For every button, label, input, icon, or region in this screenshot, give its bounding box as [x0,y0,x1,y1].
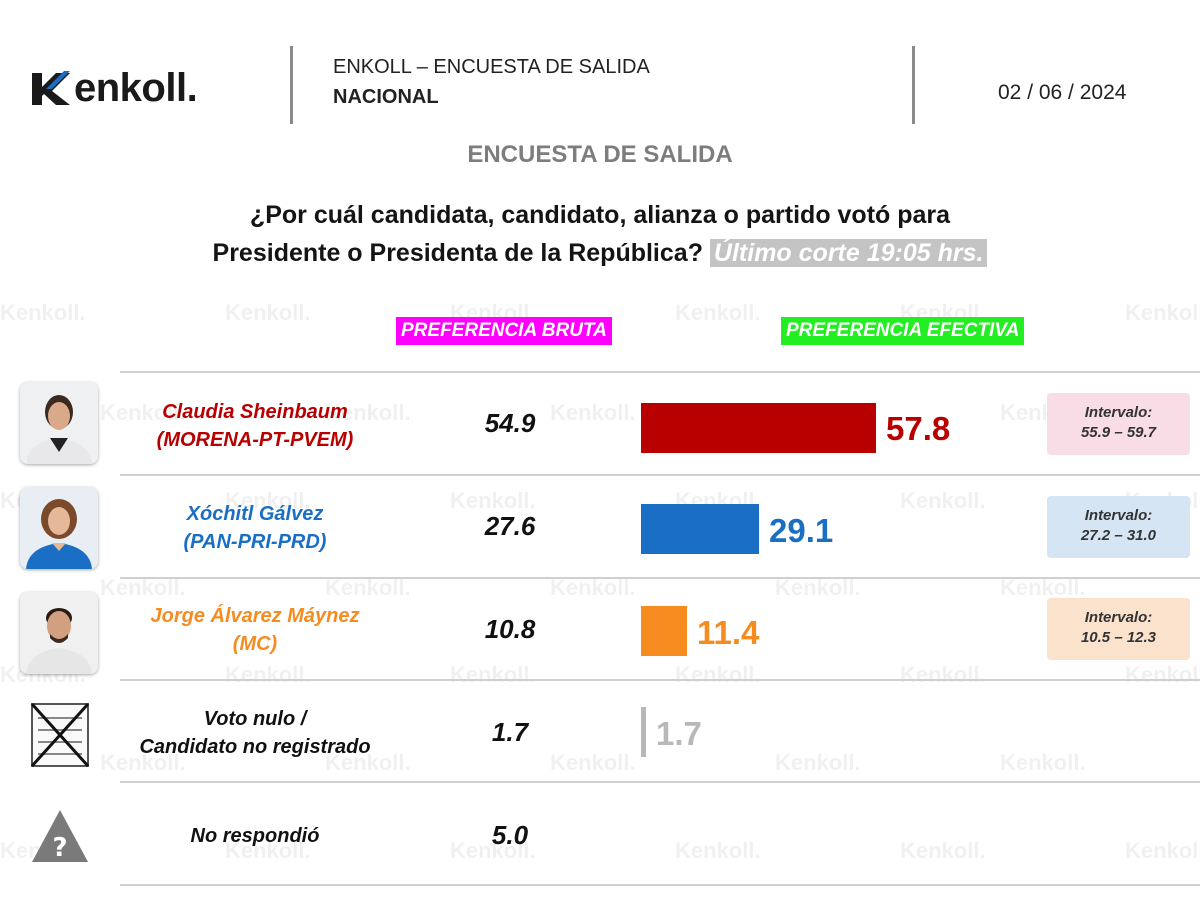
interval-label: Intervalo: [1084,609,1153,626]
jorge-alvarez-maynez-photo [20,592,98,674]
enkoll-k-mark-icon [32,71,70,105]
candidate-name-galvez: Xóchitl Gálvez (PAN-PRI-PRD) [105,500,405,556]
efectiva-value: 57.8 [886,410,951,447]
cut-time-badge: Último corte 19:05 hrs. [709,239,988,267]
portrait-icon [20,382,98,464]
xochitl-galvez-photo [20,487,98,569]
column-header-efectiva: PREFERENCIA EFECTIVA [781,317,1025,345]
candidate-party: Candidato no registrado [139,736,371,758]
watermark-tile: Kenkoll. [1125,662,1200,687]
column-header-bruta: PREFERENCIA BRUTA [396,317,612,345]
watermark-tile: Kenkoll. [0,300,86,325]
bruta-value: 10.8 [484,614,536,644]
question-text: ¿Por cuál candidata, candidato, alianza … [120,196,1080,272]
interval-label: Intervalo: [1084,507,1153,524]
header-title: ENKOLL – ENCUESTA DE SALIDA [333,56,650,78]
interval-box: Intervalo: 10.5 – 12.3 [1047,598,1190,660]
row-separator [120,679,1200,681]
no-respondio-label: No respondió [105,822,405,850]
watermark-tile: Kenkoll. [900,488,986,513]
interval-box: Intervalo: 55.9 – 59.7 [1047,393,1190,455]
svg-text:?: ? [52,833,67,863]
row-separator [120,577,1200,579]
bruta-value: 5.0 [491,820,529,850]
efectiva-bar [641,403,876,453]
row-separator [120,781,1200,783]
voto-nulo-label: Voto nulo / Candidato no registrado [105,705,405,761]
watermark-tile: Kenkoll. [550,750,636,775]
watermark-tile: Kenkoll. [225,300,311,325]
survey-title: ENCUESTA DE SALIDA [467,141,733,168]
watermark-tile: Kenkoll. [1125,838,1200,863]
claudia-sheinbaum-photo [20,382,98,464]
watermark-tile: Kenkoll. [675,662,761,687]
enkoll-logo: enkoll. [30,60,198,116]
candidate-name: No respondió [190,825,320,847]
header-divider [290,46,293,124]
bruta-value: 54.9 [484,408,536,438]
candidate-party: (PAN-PRI-PRD) [183,531,327,553]
candidate-name-maynez: Jorge Álvarez Máynez (MC) [105,602,405,658]
row-separator [120,474,1200,476]
question-warning-icon: ? [32,810,88,863]
portrait-icon [20,487,98,569]
interval-range: 27.2 – 31.0 [1080,527,1157,544]
watermark-tile: Kenkoll. [1000,750,1086,775]
efectiva-value: 11.4 [697,614,760,651]
bruta-value: 1.7 [491,717,529,747]
portrait-icon [20,592,98,674]
candidate-party: (MC) [232,633,278,655]
question-line-1: ¿Por cuál candidata, candidato, alianza … [249,201,951,229]
watermark-tile: Kenkoll. [450,662,536,687]
interval-range: 10.5 – 12.3 [1080,629,1157,646]
crossed-ballot-icon [30,702,90,768]
watermark-tile: Kenkoll. [900,662,986,687]
efectiva-value: 1.7 [656,715,702,752]
watermark-tile: Kenkoll. [675,300,761,325]
candidate-name-sheinbaum: Claudia Sheinbaum (MORENA-PT-PVEM) [105,398,405,454]
efectiva-bar [641,707,646,757]
header-divider [912,46,915,124]
watermark-tile: Kenkoll. [900,838,986,863]
candidate-party: (MORENA-PT-PVEM) [156,429,354,451]
question-line-2: Presidente o Presidenta de la República? [212,239,703,267]
interval-box: Intervalo: 27.2 – 31.0 [1047,496,1190,558]
candidate-name: Xóchitl Gálvez [186,503,324,525]
interval-label: Intervalo: [1084,404,1153,421]
efectiva-bar [641,606,687,656]
efectiva-bar [641,504,759,554]
row-separator [120,884,1200,886]
watermark-tile: Kenkoll. [775,750,861,775]
candidate-name: Claudia Sheinbaum [162,401,348,423]
watermark-tile: Kenkoll. [225,662,311,687]
efectiva-value: 29.1 [769,512,834,549]
logo-wordmark: enkoll. [74,65,198,110]
interval-range: 55.9 – 59.7 [1080,424,1157,441]
header-subtitle: NACIONAL [333,86,439,108]
candidate-name: Voto nulo / [203,708,307,730]
candidate-name: Jorge Álvarez Máynez [150,605,360,627]
watermark-tile: Kenkoll. [1125,300,1200,325]
row-separator [120,371,1200,373]
watermark-tile: Kenkoll. [675,838,761,863]
bruta-value: 27.6 [484,511,536,541]
header-date: 02 / 06 / 2024 [998,81,1127,104]
